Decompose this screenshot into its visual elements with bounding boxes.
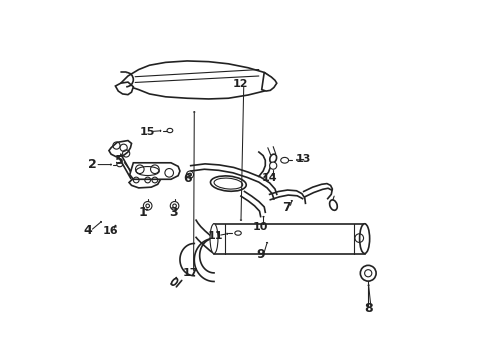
Ellipse shape [329,200,337,210]
Text: 2: 2 [88,158,97,171]
Text: 7: 7 [282,202,290,215]
Ellipse shape [359,224,369,253]
Text: 8: 8 [363,302,372,315]
Circle shape [143,202,152,210]
Text: 3: 3 [169,207,178,220]
Text: 6: 6 [183,172,192,185]
Ellipse shape [210,224,218,253]
Circle shape [170,202,179,210]
Text: 4: 4 [83,224,92,238]
Polygon shape [261,72,276,91]
Text: 15: 15 [139,127,154,136]
Circle shape [186,171,193,178]
Polygon shape [115,82,133,95]
Text: 9: 9 [256,248,264,261]
Polygon shape [129,163,180,179]
Text: 13: 13 [295,154,311,164]
Polygon shape [109,140,131,157]
Text: 12: 12 [233,79,248,89]
Text: 11: 11 [207,231,223,240]
Text: 1: 1 [139,207,147,220]
Text: 10: 10 [252,222,268,232]
Ellipse shape [280,157,288,163]
Text: 16: 16 [102,226,118,236]
Polygon shape [214,224,364,253]
Circle shape [269,162,276,169]
Circle shape [360,265,375,281]
Ellipse shape [210,176,246,191]
Polygon shape [129,174,160,188]
Ellipse shape [269,154,276,163]
Text: 5: 5 [115,154,124,167]
Ellipse shape [171,279,177,285]
Polygon shape [121,61,273,99]
Text: 14: 14 [261,173,277,183]
Text: 17: 17 [183,268,198,278]
